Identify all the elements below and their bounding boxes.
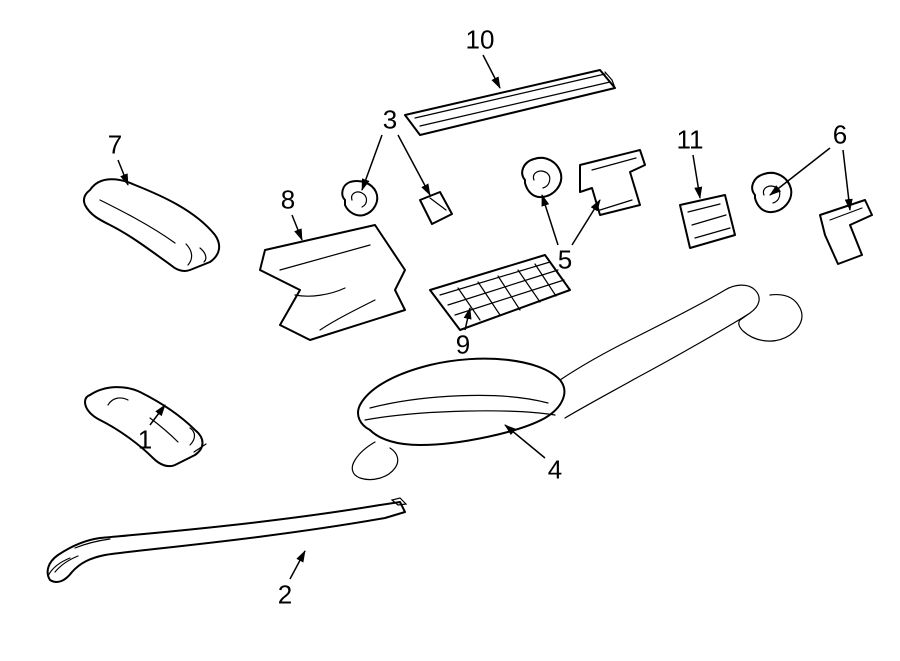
callout-arrow-3 xyxy=(362,135,382,190)
callout-arrow-2 xyxy=(290,551,305,579)
part-11-bracket xyxy=(680,195,735,248)
callout-arrow-5 xyxy=(542,195,558,245)
part-6-hanger-left xyxy=(752,173,791,212)
part-3-hanger-right xyxy=(420,192,452,224)
callout-arrow-1 xyxy=(150,405,165,425)
part-10-long-shield xyxy=(405,70,615,135)
part-8-shield xyxy=(260,225,405,340)
part-6-hanger-right xyxy=(820,200,872,264)
callout-arrow-7 xyxy=(118,160,128,185)
callouts-layer xyxy=(0,0,900,661)
callout-arrow-6 xyxy=(843,150,850,210)
part-5-hanger-left xyxy=(522,158,561,197)
callout-label-2: 2 xyxy=(278,580,292,611)
callout-arrow-6 xyxy=(770,148,830,195)
part-2-long-pipe xyxy=(48,498,406,582)
part-7-upper-pipe xyxy=(84,179,219,271)
callout-label-11: 11 xyxy=(677,125,704,156)
callout-label-3: 3 xyxy=(383,105,397,136)
callout-arrow-5 xyxy=(572,200,600,245)
part-3-hanger-left xyxy=(342,181,377,215)
part-4-muffler xyxy=(352,285,802,479)
diagram-stage: 1 2 3 4 5 6 7 8 9 10 11 xyxy=(0,0,900,661)
callout-label-1: 1 xyxy=(138,425,152,456)
parts-layer xyxy=(0,0,900,661)
callout-arrow-3 xyxy=(398,135,430,195)
callout-arrow-10 xyxy=(483,55,500,88)
callout-arrow-8 xyxy=(292,215,302,240)
callout-label-9: 9 xyxy=(456,330,470,361)
callout-label-5: 5 xyxy=(558,245,572,276)
callout-label-8: 8 xyxy=(281,185,295,216)
callout-arrow-9 xyxy=(465,308,470,330)
part-5-bracket-right xyxy=(580,150,645,215)
callout-arrow-11 xyxy=(693,155,700,198)
callout-label-10: 10 xyxy=(466,25,495,56)
part-9-mesh-shield xyxy=(430,255,570,330)
callout-label-6: 6 xyxy=(833,120,847,151)
callout-label-7: 7 xyxy=(108,130,122,161)
callout-arrow-4 xyxy=(505,425,545,458)
callout-label-4: 4 xyxy=(548,455,562,486)
